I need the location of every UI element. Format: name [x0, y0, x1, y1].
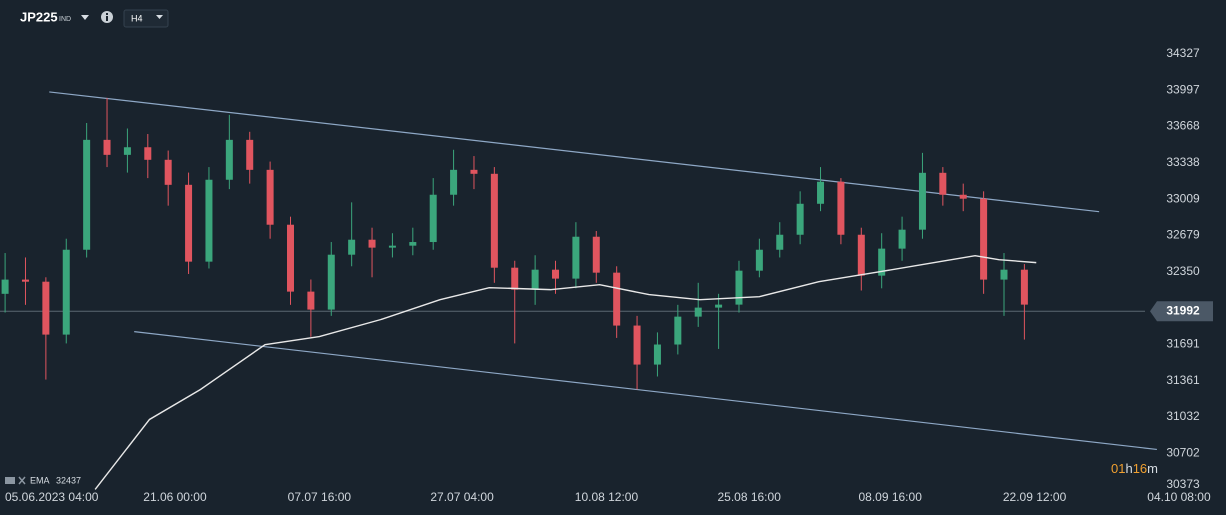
- candle-body: [123, 147, 131, 155]
- candle-body: [205, 179, 213, 262]
- candle-body: [225, 139, 233, 180]
- candle-body: [796, 203, 804, 235]
- countdown-part: h: [1125, 461, 1132, 476]
- candle-body: [511, 267, 519, 290]
- info-icon-dot: [106, 13, 108, 15]
- candle-body: [1000, 269, 1008, 280]
- candle-body: [755, 249, 763, 271]
- candle-body: [144, 147, 152, 160]
- candle-body: [531, 269, 539, 290]
- price-tag: [1150, 301, 1213, 322]
- candle-body: [470, 169, 478, 174]
- candle-body: [939, 172, 947, 195]
- y-tick-label: 31691: [1166, 337, 1200, 351]
- candle-body: [633, 325, 641, 365]
- x-tick-label: 04.10 08:00: [1147, 490, 1211, 504]
- candle-body: [837, 181, 845, 235]
- symbol[interactable]: JP225: [20, 9, 58, 24]
- candle-body: [42, 281, 50, 335]
- candle-body: [653, 344, 661, 365]
- candle-body: [327, 254, 335, 310]
- candle-body: [1, 279, 9, 294]
- x-tick-label: 08.09 16:00: [858, 490, 922, 504]
- y-tick-label: 33338: [1166, 155, 1200, 169]
- x-tick-label: 27.07 04:00: [430, 490, 494, 504]
- candle-body: [694, 307, 702, 317]
- candle-body: [388, 245, 396, 248]
- info-icon-bar: [106, 16, 108, 21]
- candle-body: [592, 236, 600, 273]
- trendline: [134, 331, 1157, 451]
- y-tick-label: 33997: [1166, 82, 1200, 96]
- ema-line: [94, 254, 1037, 490]
- candle-body: [62, 249, 70, 335]
- legend-icon[interactable]: [5, 477, 15, 484]
- candle-body: [918, 172, 926, 230]
- candle-body: [490, 173, 498, 268]
- candle-body: [307, 291, 315, 310]
- x-tick-label: 10.08 12:00: [575, 490, 639, 504]
- symbol-dropdown[interactable]: [81, 15, 89, 20]
- candle-body: [246, 139, 254, 170]
- x-tick-label: 21.06 00:00: [143, 490, 207, 504]
- market: IND: [59, 16, 71, 23]
- candle-body: [286, 224, 294, 292]
- x-tick-label: 25.08 16:00: [717, 490, 781, 504]
- candle-body: [185, 184, 193, 262]
- header: JP225 IND H4: [20, 9, 169, 28]
- candle-body: [552, 269, 560, 279]
- legend: EMA 32437: [5, 475, 81, 485]
- candle-body: [21, 279, 29, 282]
- candle-body: [266, 169, 274, 225]
- candle-body: [164, 159, 172, 185]
- candle-body: [817, 181, 825, 204]
- candle-body: [348, 239, 356, 255]
- countdown: 01h16m: [1111, 461, 1158, 476]
- legend-close[interactable]: [18, 476, 26, 485]
- x-tick-label: 05.06.2023 04:00: [5, 490, 99, 504]
- countdown-part: 16: [1133, 461, 1147, 476]
- candle-body: [715, 304, 723, 308]
- candle-body: [103, 139, 111, 155]
- candle-body: [980, 198, 988, 280]
- candle-body: [776, 234, 784, 250]
- candle-body: [1020, 269, 1028, 305]
- candle-body: [409, 242, 417, 246]
- legend-name: EMA: [30, 475, 50, 485]
- candle-body: [450, 169, 458, 195]
- legend-value: 32437: [56, 475, 81, 485]
- candle-body: [959, 194, 967, 199]
- y-tick-label: 33668: [1166, 119, 1200, 133]
- candle-body: [898, 229, 906, 249]
- current-price-label: 31992: [1166, 303, 1200, 317]
- y-tick-label: 30702: [1166, 446, 1200, 460]
- y-tick-label: 34327: [1166, 46, 1200, 60]
- candle-body: [674, 316, 682, 345]
- y-tick-label: 31361: [1166, 373, 1200, 387]
- y-tick-label: 32350: [1166, 264, 1200, 278]
- candle-body: [878, 248, 886, 276]
- y-tick-label: 32679: [1166, 228, 1200, 242]
- x-tick-label: 22.09 12:00: [1003, 490, 1067, 504]
- candle-body: [429, 194, 437, 243]
- candle-body: [83, 139, 91, 250]
- candle-body: [368, 239, 376, 248]
- candle-body: [857, 234, 865, 276]
- timeframe: H4: [131, 13, 143, 23]
- y-tick-label: 33009: [1166, 191, 1200, 205]
- timeframe-button[interactable]: [123, 9, 169, 28]
- x-tick-label: 07.07 16:00: [288, 490, 352, 504]
- timeframe-caret: [156, 15, 163, 19]
- candle-body: [572, 236, 580, 279]
- countdown-part: 01: [1111, 461, 1125, 476]
- candle-body: [735, 270, 743, 305]
- y-tick-label: 30373: [1166, 477, 1200, 491]
- y-tick-label: 31032: [1166, 409, 1200, 423]
- plot-area: [0, 91, 1157, 490]
- candle-body: [613, 272, 621, 326]
- countdown-part: m: [1147, 461, 1158, 476]
